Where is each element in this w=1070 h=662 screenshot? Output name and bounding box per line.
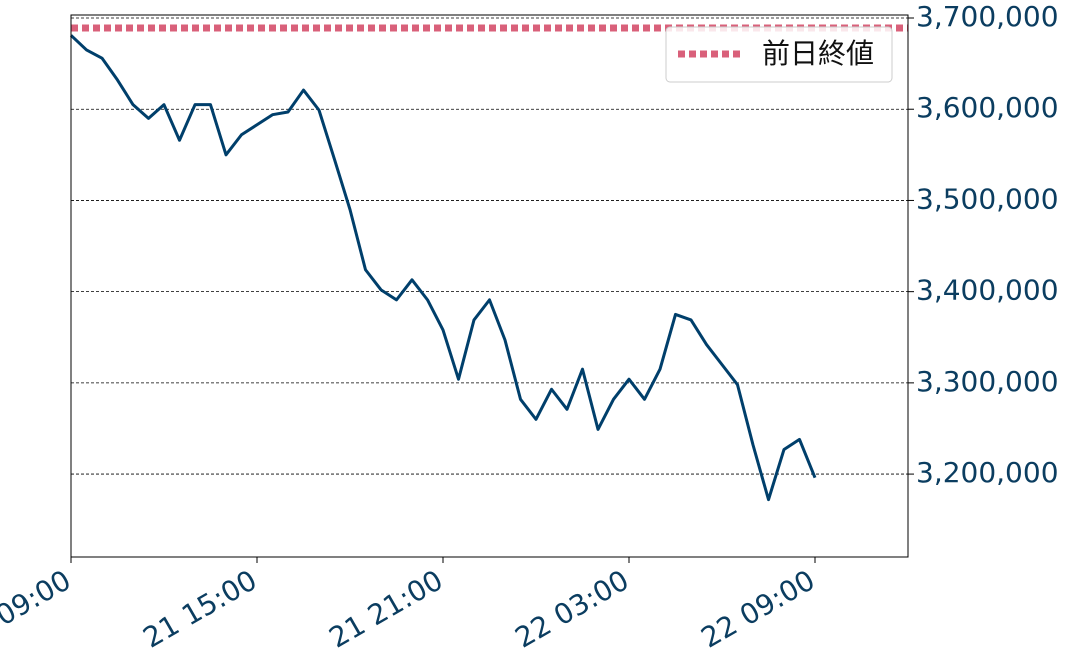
y-tick-label: 3,700,000: [916, 0, 1059, 33]
x-tick-label: 22 09:00: [696, 563, 821, 654]
x-tick-label: 21 15:00: [138, 563, 263, 654]
y-tick-label: 3,300,000: [916, 365, 1059, 398]
legend-box: [665, 26, 893, 83]
x-tick-label: 22 03:00: [510, 563, 635, 654]
x-tick-label: 21 09:00: [0, 563, 76, 654]
y-tick-label: 3,400,000: [916, 274, 1059, 307]
x-tick-label: 21 21:00: [324, 563, 449, 654]
y-tick-label: 3,200,000: [916, 456, 1059, 489]
y-tick-label: 3,500,000: [916, 182, 1059, 215]
legend: 前日終値: [665, 26, 893, 83]
plot-frame: [70, 14, 909, 558]
legend-label: 前日終値: [762, 37, 874, 70]
line-series: [69, 34, 817, 502]
y-tick-label: 3,600,000: [916, 91, 1059, 124]
